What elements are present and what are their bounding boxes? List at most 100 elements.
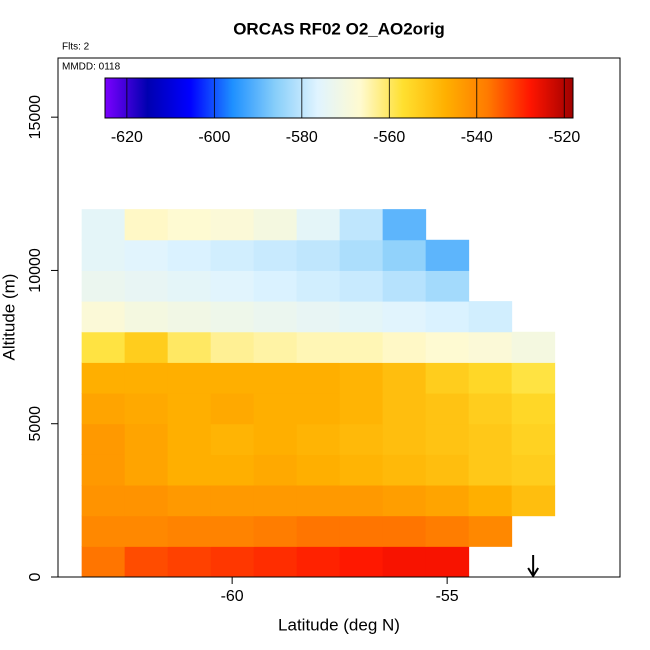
cell <box>339 546 384 578</box>
cell <box>167 515 212 547</box>
cell <box>81 362 126 394</box>
marker-arrow <box>527 555 539 578</box>
cell <box>382 454 427 486</box>
cell <box>253 270 298 302</box>
cell <box>167 209 212 241</box>
cell <box>296 209 341 241</box>
cell <box>468 515 513 547</box>
cell <box>124 301 169 333</box>
cell <box>210 209 255 241</box>
cell <box>81 393 126 425</box>
cell <box>167 270 212 302</box>
colorbar <box>104 77 574 119</box>
cell <box>511 485 556 517</box>
cell <box>339 393 384 425</box>
cell <box>210 454 255 486</box>
cell <box>81 485 126 517</box>
cell <box>81 515 126 547</box>
cell <box>425 270 470 302</box>
cell <box>382 331 427 363</box>
cell <box>124 515 169 547</box>
cell <box>167 454 212 486</box>
cell <box>253 331 298 363</box>
cell <box>296 423 341 455</box>
cell <box>382 239 427 271</box>
cell <box>167 331 212 363</box>
cell <box>210 270 255 302</box>
cell <box>382 546 427 578</box>
cell <box>511 454 556 486</box>
cell <box>167 485 212 517</box>
cell <box>339 301 384 333</box>
cell <box>124 546 169 578</box>
cell <box>296 485 341 517</box>
cell <box>253 454 298 486</box>
cell <box>511 393 556 425</box>
cell <box>339 209 384 241</box>
colorbar-tick-label: -580 <box>286 129 318 146</box>
cell <box>425 423 470 455</box>
cell <box>296 239 341 271</box>
cell <box>210 239 255 271</box>
cell <box>81 454 126 486</box>
plot-frame <box>57 57 621 578</box>
colorbar-tick-label: -620 <box>111 129 143 146</box>
cell <box>339 454 384 486</box>
cell <box>382 485 427 517</box>
cell <box>339 515 384 547</box>
cell <box>425 331 470 363</box>
cell <box>124 209 169 241</box>
cell <box>81 209 126 241</box>
y-tick-label: 10000 <box>27 248 44 293</box>
cell <box>425 301 470 333</box>
cell <box>253 423 298 455</box>
cell <box>425 515 470 547</box>
cell <box>81 331 126 363</box>
cell <box>468 393 513 425</box>
cell <box>210 331 255 363</box>
cell <box>124 485 169 517</box>
cell <box>468 362 513 394</box>
cell <box>382 270 427 302</box>
cell <box>511 423 556 455</box>
y-tick-label: 0 <box>27 572 44 581</box>
x-axis-label: Latitude (deg N) <box>278 615 400 634</box>
cell <box>167 546 212 578</box>
cell <box>124 362 169 394</box>
cell <box>81 239 126 271</box>
cell <box>296 546 341 578</box>
x-tick-label: -55 <box>436 588 459 605</box>
cell <box>339 362 384 394</box>
cell <box>124 239 169 271</box>
cell <box>425 393 470 425</box>
x-tick-label: -60 <box>221 588 244 605</box>
y-tick-label: 15000 <box>27 95 44 140</box>
cell <box>425 362 470 394</box>
cell <box>81 301 126 333</box>
cell <box>167 393 212 425</box>
cell <box>167 301 212 333</box>
cell <box>468 331 513 363</box>
chart-title: ORCAS RF02 O2_AO2orig <box>233 19 445 38</box>
colorbar-tick-label: -520 <box>548 129 580 146</box>
cell <box>253 362 298 394</box>
cell <box>382 209 427 241</box>
cell <box>296 362 341 394</box>
cell <box>339 239 384 271</box>
cell <box>382 423 427 455</box>
cell <box>468 423 513 455</box>
cell <box>253 546 298 578</box>
cell <box>382 301 427 333</box>
y-axis-label: Altitude (m) <box>0 274 18 361</box>
cell <box>382 393 427 425</box>
cell <box>296 301 341 333</box>
colorbar-tick-label: -560 <box>373 129 405 146</box>
cell <box>167 239 212 271</box>
cell <box>210 485 255 517</box>
cell <box>210 515 255 547</box>
cell <box>124 331 169 363</box>
cell <box>210 393 255 425</box>
colorbar-tick-label: -600 <box>198 129 230 146</box>
cell <box>253 515 298 547</box>
cell <box>81 270 126 302</box>
